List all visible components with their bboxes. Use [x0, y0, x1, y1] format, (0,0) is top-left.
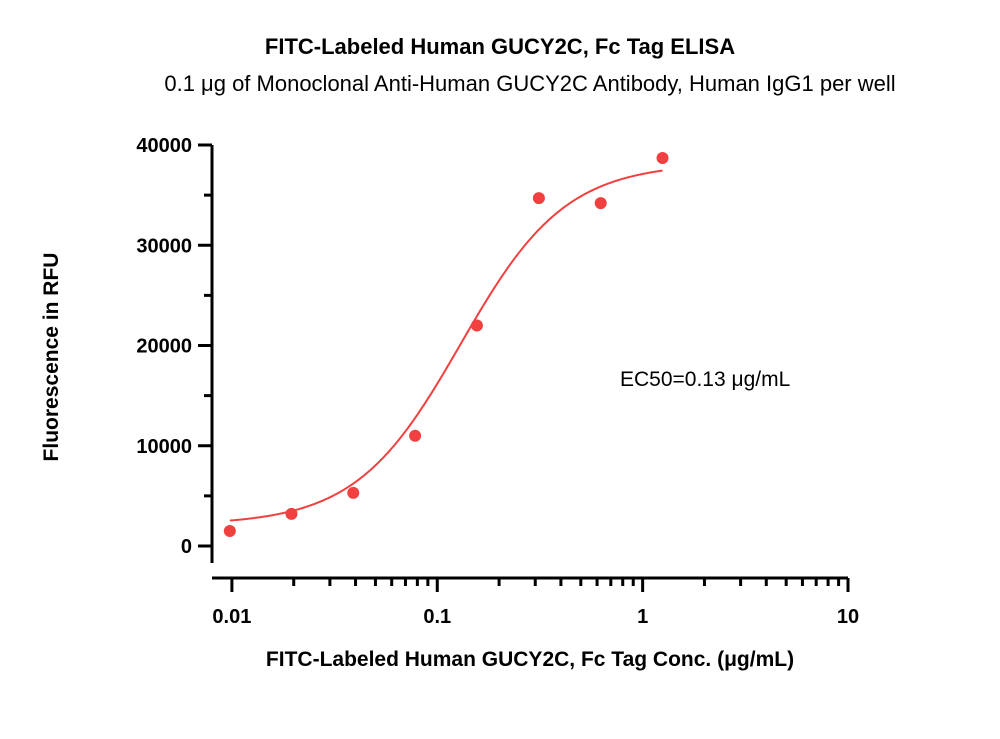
y-tick-label: 20000: [136, 336, 192, 358]
x-tick-label: 0.01: [212, 606, 251, 628]
chart-title: FITC-Labeled Human GUCY2C, Fc Tag ELISA: [264, 34, 736, 59]
y-tick-label: 30000: [136, 235, 192, 257]
chart-subtitle: 0.1 μg of Monoclonal Anti-Human GUCY2C A…: [164, 71, 896, 96]
y-tick-label: 0: [181, 536, 192, 558]
x-tick-label: 1: [637, 606, 648, 628]
data-point: [594, 197, 607, 210]
ec50-annotation: EC50=0.13 μg/mL: [620, 368, 790, 391]
fit-curve: [229, 169, 663, 522]
y-tick-label: 10000: [136, 436, 192, 458]
data-point: [409, 429, 422, 442]
data-point: [347, 486, 360, 499]
data-point: [656, 152, 669, 165]
plot-area: [223, 152, 669, 537]
x-axis-label: FITC-Labeled Human GUCY2C, Fc Tag Conc. …: [266, 648, 794, 671]
data-point: [223, 524, 236, 537]
x-tick-label: 10: [837, 606, 859, 628]
data-points: [223, 152, 669, 537]
data-point: [532, 192, 545, 205]
x-tick-label: 0.1: [423, 606, 451, 628]
data-point: [470, 319, 483, 332]
data-point: [285, 507, 298, 520]
y-axis-label: Fluorescence in RFU: [40, 253, 63, 462]
x-ticks: 0.01 0.1 1 10: [212, 578, 859, 628]
y-tick-label: 40000: [136, 135, 192, 157]
y-ticks: 0 10000 20000 30000 40000: [136, 135, 212, 558]
axes: [210, 145, 848, 580]
